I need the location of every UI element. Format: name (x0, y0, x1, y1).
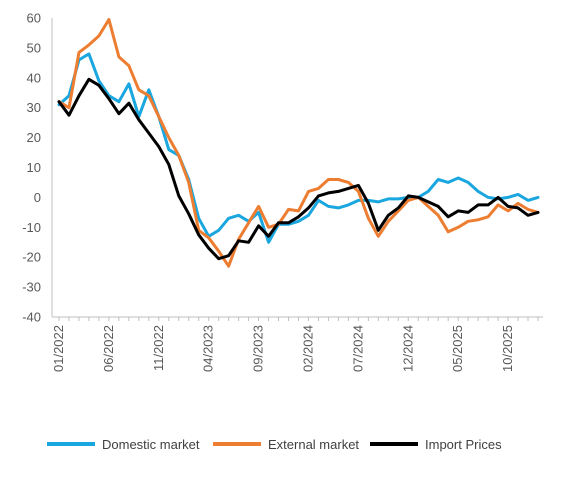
x-tick-label: 01/2022 (51, 325, 66, 372)
y-tick-label: -40 (22, 310, 41, 325)
y-tick-label: 60 (27, 11, 41, 26)
series-layer (57, 18, 540, 268)
y-tick-label: -20 (22, 250, 41, 265)
plot-area: 60 50 40 30 20 10 0 -10 -20 -30 -40 01/2022 06/2022… (22, 11, 543, 372)
legend-label-external: External market (268, 437, 359, 452)
x-tick-label: 09/2023 (251, 325, 266, 372)
series-line-external (57, 18, 540, 268)
x-axis: 01/2022 06/2022 11/2022 04/2023 09/2023 02/20… (51, 316, 543, 372)
series-line-domestic (57, 52, 540, 244)
y-tick-label: -30 (22, 280, 41, 295)
legend-item-external: External market (213, 437, 359, 452)
y-tick-label: 0 (34, 190, 41, 205)
y-axis: 60 50 40 30 20 10 0 -10 -20 -30 -40 (22, 11, 53, 325)
y-tick-label: 40 (27, 70, 41, 85)
x-tick-label: 05/2025 (450, 325, 465, 372)
y-tick-label: -10 (22, 220, 41, 235)
legend-label-import-prices: Import Prices (425, 437, 502, 452)
y-tick-label: 20 (27, 130, 41, 145)
legend-label-domestic: Domestic market (102, 437, 200, 452)
x-tick-label: 11/2022 (151, 325, 166, 371)
y-tick-label: 10 (27, 160, 41, 175)
x-tick-label: 10/2025 (500, 325, 515, 372)
legend: Domestic market External market Import P… (47, 437, 502, 452)
y-tick-label: 30 (27, 100, 41, 115)
series-line-import-prices (57, 77, 540, 261)
x-tick-label: 06/2022 (101, 325, 116, 372)
legend-item-domestic: Domestic market (47, 437, 200, 452)
x-tick-label: 07/2024 (350, 325, 365, 372)
legend-item-import-prices: Import Prices (370, 437, 502, 452)
y-tick-label: 50 (27, 40, 41, 55)
x-tick-label: 12/2024 (400, 325, 415, 372)
x-tick-label: 04/2023 (201, 325, 216, 372)
x-tick-label: 02/2024 (300, 325, 315, 372)
